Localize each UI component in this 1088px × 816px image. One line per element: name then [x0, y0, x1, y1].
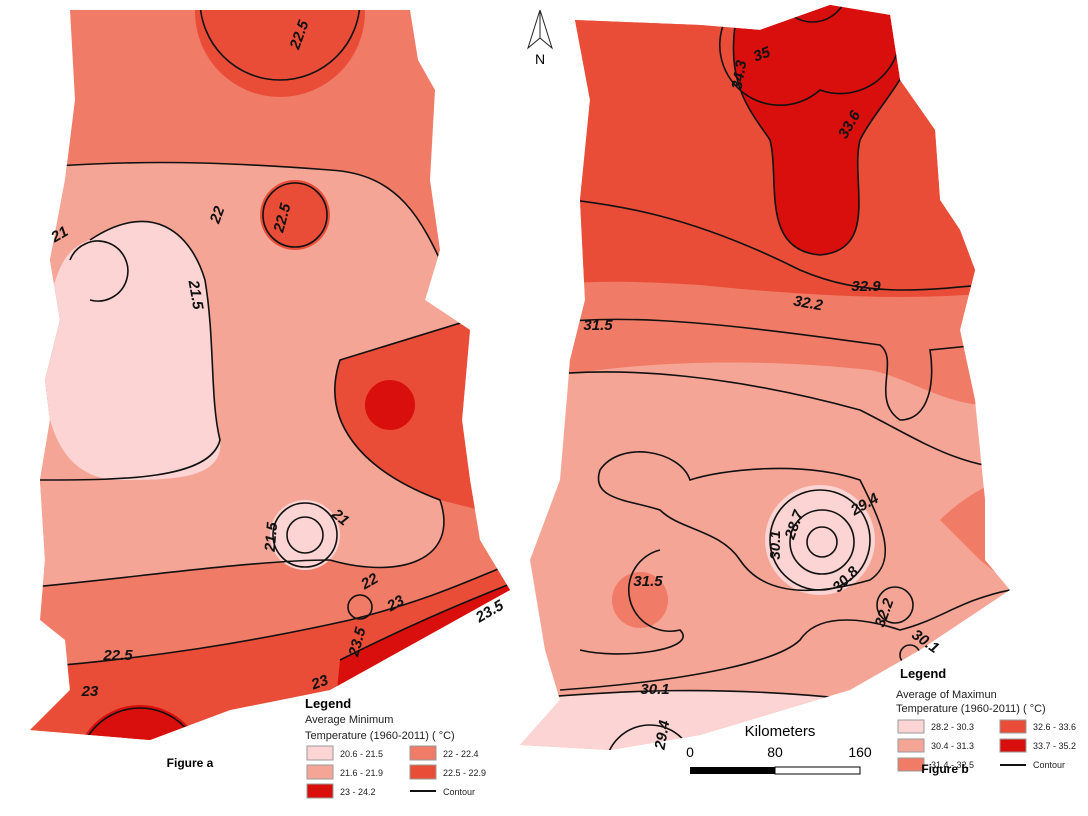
contour-label: 32.9	[851, 278, 881, 295]
contour-label: 22.5	[102, 647, 133, 664]
legend-title: Legend	[305, 696, 351, 711]
legend-swatch	[307, 784, 333, 798]
contour-label: 31.5	[633, 573, 663, 590]
legend-label: 23 - 24.2	[340, 787, 376, 797]
scale-title: Kilometers	[745, 723, 816, 740]
legend-label: 22.5 - 22.9	[443, 768, 486, 778]
scale-tick: 160	[848, 744, 872, 760]
legend-swatch	[410, 746, 436, 760]
legend-a: Legend Average Minimum Temperature (1960…	[305, 696, 486, 798]
contour-label: 30.1	[640, 681, 669, 698]
legend-label: Contour	[1033, 760, 1065, 770]
legend-subtitle: Average Minimum	[305, 714, 393, 726]
legend-label: 22 - 22.4	[443, 749, 479, 759]
legend-label: 30.4 - 31.3	[931, 741, 974, 751]
legend-subtitle: Temperature (1960-2011) ( °C)	[896, 703, 1046, 715]
legend-title: Legend	[900, 666, 946, 681]
legend-swatch	[898, 720, 924, 733]
zone	[260, 180, 330, 250]
legend-swatch	[410, 765, 436, 779]
maps: 22.5 22.5 22 21 21.5 21 21.5 22 23 23.5 …	[0, 0, 1088, 816]
legend-label: 28.2 - 30.3	[931, 722, 974, 732]
contour-label: 30.1	[767, 530, 784, 559]
legend-label: 32.6 - 33.6	[1033, 722, 1076, 732]
arrow	[528, 10, 540, 48]
contour-label: 31.5	[583, 317, 613, 334]
legend-swatch	[1000, 720, 1026, 733]
legend-label: Contour	[443, 787, 475, 797]
legend-subtitle: Average of Maximun	[896, 689, 997, 701]
scale-tick: 80	[767, 744, 783, 760]
legend-swatch	[307, 746, 333, 760]
legend-label: 21.6 - 21.9	[340, 768, 383, 778]
contour-label: 23	[81, 683, 99, 700]
legend-swatch	[307, 765, 333, 779]
legend-swatch	[1000, 739, 1026, 752]
map-a	[0, 0, 520, 816]
arrow	[540, 10, 552, 48]
legend-swatch	[898, 739, 924, 752]
scale-segment	[690, 767, 775, 774]
legend-label: 20.6 - 21.5	[340, 749, 383, 759]
scale-tick: 0	[686, 744, 694, 760]
north-label: N	[535, 51, 545, 67]
legend-label: 33.7 - 35.2	[1033, 741, 1076, 751]
caption: Figure b	[921, 762, 968, 776]
legend-b: Legend Average of Maximun Temperature (1…	[896, 666, 1076, 771]
contour-label: 21.5	[262, 521, 282, 553]
legend-subtitle: Temperature (1960-2011) ( °C)	[305, 730, 455, 742]
caption: Figure a	[167, 756, 214, 770]
zone	[365, 380, 415, 430]
legend-swatch	[898, 758, 924, 771]
scale-segment	[775, 767, 860, 774]
north-arrow: N	[528, 10, 552, 67]
